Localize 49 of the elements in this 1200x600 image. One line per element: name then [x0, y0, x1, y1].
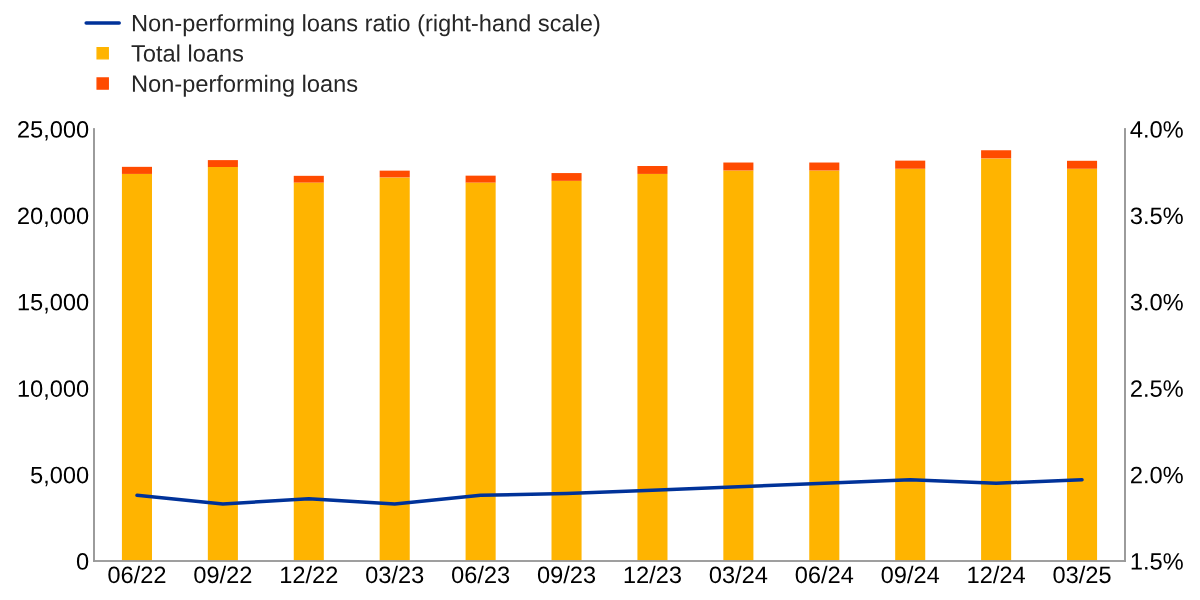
x-tick-label: 06/24 — [795, 565, 854, 584]
bar — [293, 182, 324, 561]
x-tick-label: 06/23 — [452, 565, 510, 584]
line-series — [135, 478, 1084, 506]
y2-tick-label: 1.5% — [1131, 553, 1183, 570]
y2-tick-label: 2.0% — [1131, 466, 1183, 484]
y-tick-label: 10,000 — [18, 380, 89, 400]
x-tick-label: 09/23 — [537, 565, 596, 584]
bar — [293, 175, 324, 183]
y2-tick-label: 2.5% — [1131, 380, 1183, 397]
legend-label: Non-performing loans ratio (right-hand scale) — [132, 14, 600, 37]
y-tick-label: 20,000 — [18, 207, 89, 227]
y-tick-label: 5,000 — [31, 466, 89, 487]
y2-tick-label: 4.0% — [1130, 121, 1183, 138]
legend-label: Total loans — [131, 44, 244, 62]
bar — [1067, 160, 1098, 169]
bar — [1067, 168, 1098, 561]
bar — [723, 170, 754, 561]
x-tick-label: 03/25 — [1053, 565, 1111, 584]
bar — [895, 168, 926, 561]
x-tick-label: 03/23 — [366, 565, 424, 584]
bar — [465, 175, 496, 183]
x-tick-label: 12/22 — [281, 565, 338, 584]
y2-tick-label: 3.0% — [1130, 293, 1183, 311]
y-tick-label: 25,000 — [18, 121, 89, 141]
bar — [121, 173, 152, 561]
bar — [465, 182, 496, 561]
bar — [379, 177, 410, 561]
x-tick-label: 09/22 — [194, 565, 252, 584]
bar — [981, 158, 1012, 561]
y-tick-label: 15,000 — [18, 293, 89, 314]
x-tick-label: 12/24 — [968, 565, 1025, 584]
bar — [637, 173, 668, 561]
bar — [895, 160, 926, 169]
legend-label: Non-performing loans — [132, 74, 358, 97]
bar — [121, 166, 152, 174]
y2-tick-label: 3.5% — [1130, 207, 1183, 225]
x-tick-label: 06/22 — [108, 565, 166, 584]
bar — [637, 165, 668, 174]
bar — [207, 160, 238, 168]
bar — [809, 170, 840, 561]
bar — [981, 150, 1012, 159]
x-tick-label: 09/24 — [881, 565, 940, 584]
bar — [207, 167, 238, 561]
x-tick-label: 12/23 — [624, 565, 681, 584]
x-tick-label: 03/24 — [709, 565, 768, 584]
bar — [551, 173, 582, 181]
y-tick-label: 0 — [76, 553, 89, 570]
bar — [551, 180, 582, 561]
